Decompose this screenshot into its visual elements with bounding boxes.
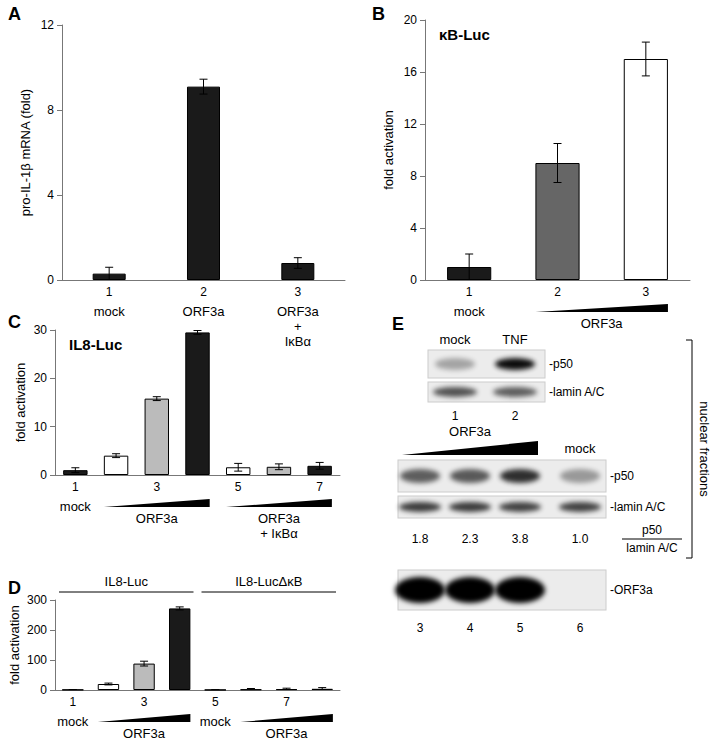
svg-text:fold activation: fold activation [7, 605, 22, 685]
svg-text:4: 4 [467, 621, 474, 635]
svg-text:1: 1 [106, 285, 113, 299]
svg-text:0: 0 [47, 273, 54, 287]
svg-text:3.8: 3.8 [512, 532, 529, 546]
svg-text:-lamin A/C: -lamin A/C [549, 385, 605, 399]
svg-text:ORF3a: ORF3a [581, 316, 624, 331]
svg-text:nuclear fractions: nuclear fractions [697, 401, 712, 497]
svg-text:1: 1 [69, 695, 76, 709]
svg-text:fold activation: fold activation [13, 363, 28, 443]
svg-text:+: + [294, 319, 302, 334]
svg-text:IL8-LucΔκB: IL8-LucΔκB [235, 574, 302, 589]
svg-text:ORF3a: ORF3a [183, 304, 226, 319]
svg-text:7: 7 [283, 695, 290, 709]
svg-text:ORF3a: ORF3a [258, 511, 301, 526]
svg-text:D: D [8, 578, 21, 598]
svg-text:mock: mock [94, 304, 126, 319]
svg-text:2: 2 [554, 285, 561, 299]
svg-text:8: 8 [47, 103, 54, 117]
svg-text:0: 0 [410, 273, 417, 287]
svg-text:ORF3a: ORF3a [123, 726, 166, 741]
svg-text:-lamin A/C: -lamin A/C [610, 500, 666, 514]
svg-text:30: 30 [34, 323, 48, 337]
svg-text:-ORF3a: -ORF3a [610, 583, 653, 597]
svg-text:ORF3a: ORF3a [449, 424, 492, 439]
svg-text:12: 12 [41, 18, 55, 32]
svg-text:3: 3 [642, 285, 649, 299]
svg-text:6: 6 [577, 621, 584, 635]
svg-text:mock: mock [454, 304, 486, 319]
svg-text:1: 1 [466, 285, 473, 299]
svg-text:mock: mock [57, 714, 89, 729]
svg-text:100: 100 [27, 653, 47, 667]
svg-text:pro-IL-1β mRNA (fold): pro-IL-1β mRNA (fold) [18, 89, 33, 216]
svg-text:lamin A/C: lamin A/C [626, 541, 678, 555]
svg-text:1.0: 1.0 [572, 532, 589, 546]
svg-text:-p50: -p50 [549, 357, 573, 371]
svg-text:κB-Luc: κB-Luc [439, 26, 490, 43]
svg-text:2.3: 2.3 [462, 532, 479, 546]
svg-text:12: 12 [404, 117, 418, 131]
svg-text:p50: p50 [642, 523, 662, 537]
svg-text:300: 300 [27, 593, 47, 607]
svg-text:A: A [8, 4, 21, 24]
svg-text:+ IκBα: + IκBα [260, 526, 298, 541]
svg-text:16: 16 [404, 65, 418, 79]
svg-text:-p50: -p50 [610, 469, 634, 483]
svg-text:E: E [392, 314, 404, 334]
svg-text:ORF3a: ORF3a [136, 511, 179, 526]
svg-text:4: 4 [47, 188, 54, 202]
svg-text:8: 8 [410, 169, 417, 183]
svg-text:4: 4 [410, 221, 417, 235]
svg-text:B: B [372, 4, 385, 24]
svg-text:mock: mock [564, 441, 596, 456]
svg-text:C: C [8, 312, 21, 332]
svg-text:fold activation: fold activation [381, 110, 396, 190]
svg-text:0: 0 [40, 683, 47, 697]
svg-text:5: 5 [235, 480, 242, 494]
svg-text:mock: mock [200, 714, 232, 729]
svg-text:3: 3 [294, 285, 301, 299]
svg-text:3: 3 [417, 621, 424, 635]
svg-text:mock: mock [60, 499, 92, 514]
svg-text:3: 3 [141, 695, 148, 709]
svg-text:200: 200 [27, 623, 47, 637]
svg-text:1.8: 1.8 [412, 532, 429, 546]
svg-text:mock: mock [439, 332, 471, 347]
svg-text:7: 7 [316, 480, 323, 494]
svg-text:5: 5 [517, 621, 524, 635]
svg-text:3: 3 [153, 480, 160, 494]
svg-text:10: 10 [34, 420, 48, 434]
svg-text:2: 2 [512, 409, 519, 423]
svg-text:5: 5 [212, 695, 219, 709]
svg-text:ORF3a: ORF3a [266, 726, 309, 741]
svg-text:IκBα: IκBα [285, 334, 312, 349]
svg-text:IL8-Luc: IL8-Luc [69, 336, 122, 353]
svg-text:2: 2 [200, 285, 207, 299]
svg-text:1: 1 [452, 409, 459, 423]
svg-text:0: 0 [40, 468, 47, 482]
svg-text:20: 20 [404, 13, 418, 27]
svg-text:ORF3a: ORF3a [277, 304, 320, 319]
svg-text:20: 20 [34, 371, 48, 385]
svg-text:IL8-Luc: IL8-Luc [105, 574, 149, 589]
svg-text:1: 1 [72, 480, 79, 494]
svg-text:TNF: TNF [502, 332, 527, 347]
